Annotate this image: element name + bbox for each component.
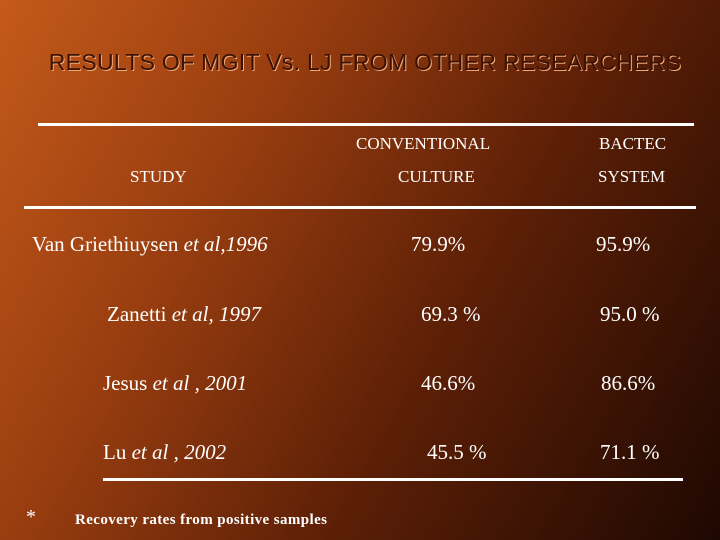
conventional-value: 79.9% xyxy=(411,232,466,256)
study-year: 2002 xyxy=(178,440,227,464)
study-et-al: et al , xyxy=(131,440,179,464)
header-conventional-line1: CONVENTIONAL xyxy=(356,134,491,153)
study-author: Jesus xyxy=(103,371,153,395)
bactec-value: 95.0 % xyxy=(600,302,660,326)
study-author: Van Griethiuysen xyxy=(32,232,184,256)
study-year: 1996 xyxy=(225,232,268,256)
table-row-study: Jesus et al , 2001 xyxy=(103,371,247,396)
table-row-study: Lu et al , 2002 xyxy=(103,440,226,465)
study-et-al: et al , xyxy=(152,371,200,395)
top-divider xyxy=(38,123,694,126)
study-year: 2001 xyxy=(199,371,248,395)
study-author: Lu xyxy=(103,440,132,464)
conventional-value: 69.3 % xyxy=(421,302,481,326)
footnote-marker: * xyxy=(26,506,36,528)
header-bactec-line2: SYSTEM xyxy=(598,167,666,186)
header-bactec-line1: BACTEC xyxy=(599,134,667,153)
footnote-text: Recovery rates from positive samples xyxy=(75,512,328,528)
slide-title: RESULTS OF MGIT Vs. LJ FROM OTHER RESEAR… xyxy=(48,49,682,75)
header-divider xyxy=(24,206,696,209)
study-year: 1997 xyxy=(213,302,261,326)
bactec-value: 86.6% xyxy=(601,371,656,395)
table-row-study: Zanetti et al, 1997 xyxy=(107,302,261,327)
study-et-al: et al, xyxy=(171,302,214,326)
bactec-value: 71.1 % xyxy=(600,440,660,464)
header-study: STUDY xyxy=(130,167,187,186)
bottom-divider xyxy=(103,478,683,481)
bactec-value: 95.9% xyxy=(596,232,651,256)
header-conventional-line2: CULTURE xyxy=(398,167,475,186)
conventional-value: 45.5 % xyxy=(427,440,487,464)
study-author: Zanetti xyxy=(107,302,172,326)
conventional-value: 46.6% xyxy=(421,371,476,395)
study-et-al: et al, xyxy=(183,232,226,256)
table-row-study: Van Griethiuysen et al,1996 xyxy=(32,232,268,257)
